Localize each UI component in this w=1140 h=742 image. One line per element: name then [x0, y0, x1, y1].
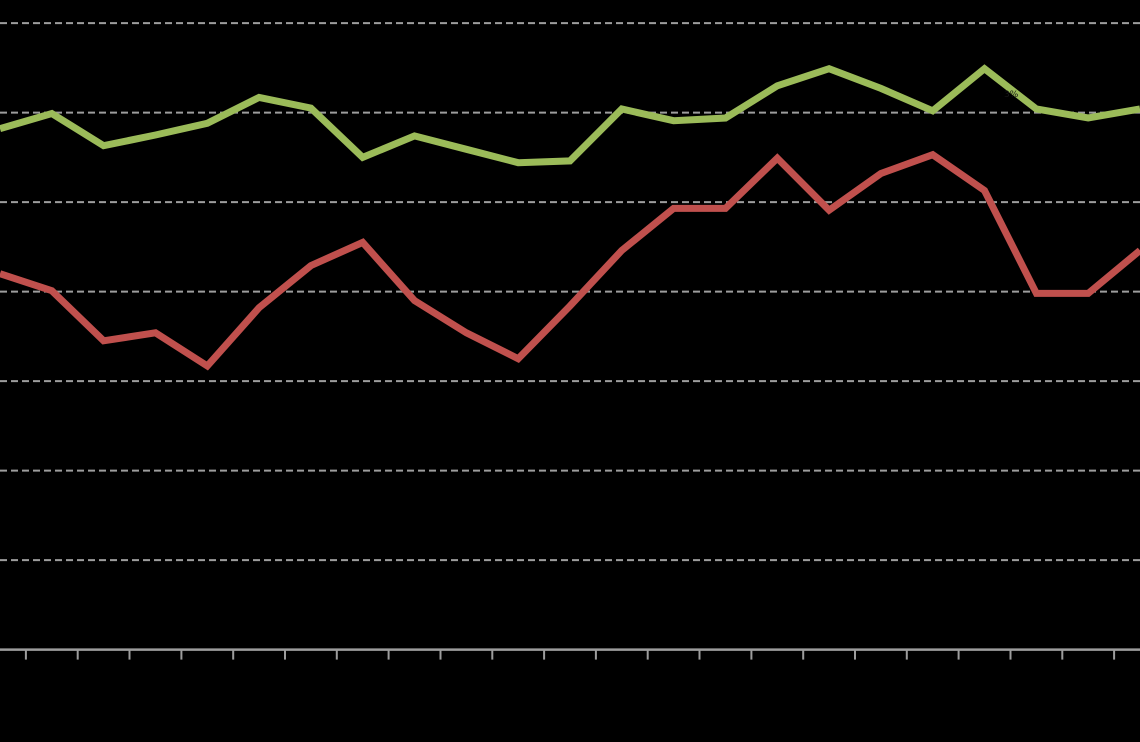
series-green-line: [0, 64, 1140, 167]
data-label-annotation: 3%: [1004, 90, 1019, 100]
series-red-line: [0, 150, 1140, 371]
